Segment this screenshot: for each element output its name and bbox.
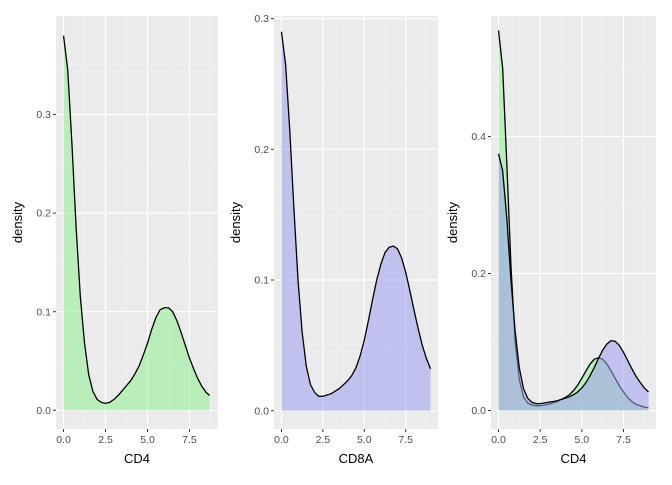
y-tick-label: 0.2 bbox=[471, 268, 486, 280]
x-tick-label: 5.0 bbox=[575, 434, 590, 446]
x-axis-title: CD4 bbox=[124, 451, 150, 466]
y-tick-label: 0.3 bbox=[36, 109, 51, 121]
y-axis-title: density bbox=[10, 201, 25, 243]
x-tick-label: 0.0 bbox=[56, 434, 71, 446]
y-tick-label: 0.1 bbox=[254, 275, 269, 287]
density-line-0 bbox=[280, 31, 432, 397]
y-tick-label: 0.3 bbox=[254, 13, 269, 25]
density-area-1 bbox=[498, 153, 649, 411]
panel-left: 0.0 2.5 5.0 7.5 0.0 0.1 0.2 0.3 CD4 density bbox=[10, 16, 218, 466]
y-axis-title: density bbox=[228, 201, 243, 243]
x-tick-label: 2.5 bbox=[98, 434, 113, 446]
y-tick-label: 0.2 bbox=[254, 144, 269, 156]
x-axis-title: CD8A bbox=[339, 451, 374, 466]
y-tick-label: 0.0 bbox=[471, 405, 486, 417]
x-tick-label: 2.5 bbox=[316, 434, 331, 446]
y-tick-label: 0.2 bbox=[36, 208, 51, 220]
x-tick-label: 5.0 bbox=[357, 434, 372, 446]
x-tick-label: 7.5 bbox=[398, 434, 413, 446]
x-tick-label: 2.5 bbox=[533, 434, 548, 446]
y-tick-label: 0.0 bbox=[254, 405, 269, 417]
x-tick-label: 7.5 bbox=[616, 434, 631, 446]
y-axis-title: density bbox=[445, 201, 460, 243]
density-line-1 bbox=[497, 153, 649, 405]
x-tick-label: 7.5 bbox=[182, 434, 197, 446]
density-area-0 bbox=[63, 35, 210, 411]
y-tick-label: 0.1 bbox=[36, 306, 51, 318]
y-tick-label: 0.4 bbox=[471, 131, 486, 143]
y-tick-label: 0.0 bbox=[36, 405, 51, 417]
density-line-0 bbox=[62, 35, 211, 405]
x-axis-title: CD4 bbox=[560, 451, 586, 466]
panel-right: 0.0 2.5 5.0 7.5 0.0 0.2 0.4 CD4 density bbox=[445, 16, 656, 466]
panel-middle: 0.0 2.5 5.0 7.5 0.0 0.1 0.2 0.3 CD8A density bbox=[228, 13, 438, 466]
x-tick-label: 0.0 bbox=[274, 434, 289, 446]
density-area-0 bbox=[281, 31, 431, 411]
x-tick-label: 0.0 bbox=[491, 434, 506, 446]
x-tick-label: 5.0 bbox=[140, 434, 155, 446]
